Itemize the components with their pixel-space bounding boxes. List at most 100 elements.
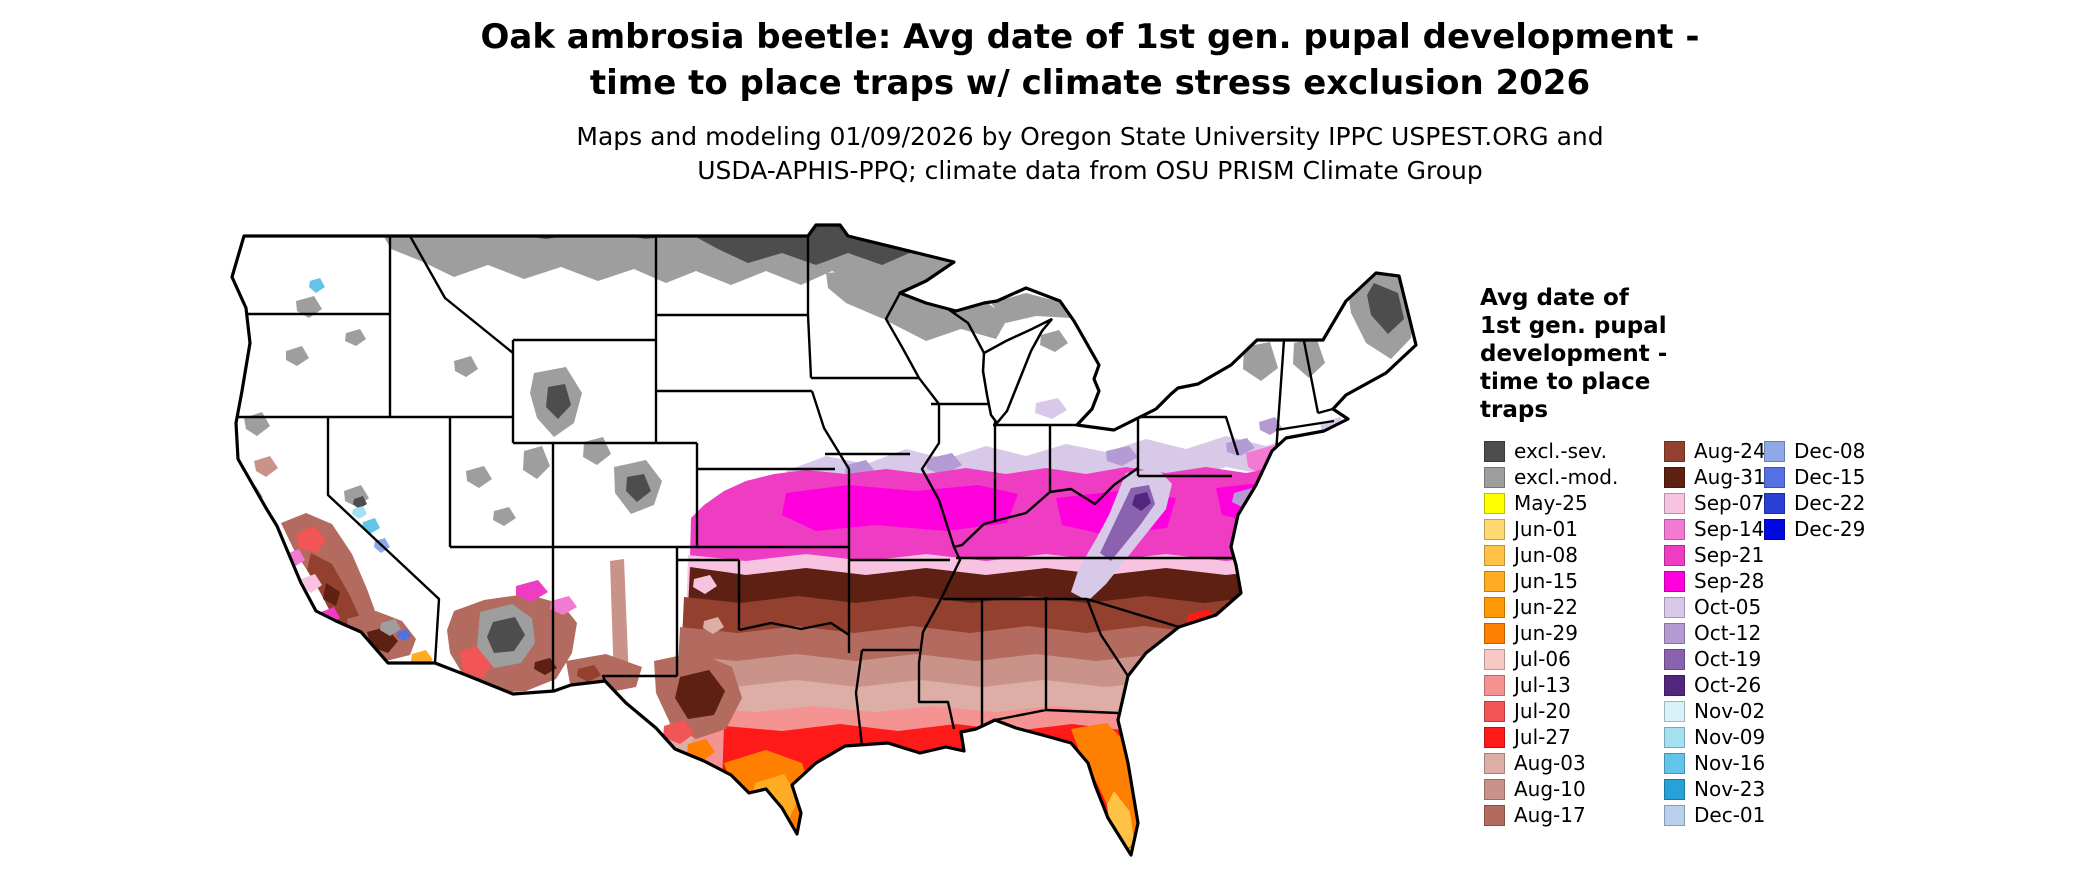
legend-title-line: Avg date of — [1480, 285, 1629, 311]
legend-entry-jul-06: Jul-06 — [1484, 646, 1664, 672]
region-nm-speck — [577, 665, 601, 682]
lake-michigan — [981, 317, 1053, 426]
region-oct-fringe — [786, 434, 1361, 485]
legend-label: Sep-07 — [1694, 491, 1765, 515]
legend-entry-dec-29: Dec-29 — [1764, 516, 1865, 542]
map-subtitle-line2: USDA-APHIS-PPQ; climate data from OSU PR… — [697, 156, 1483, 185]
legend-label: Jul-20 — [1514, 699, 1571, 723]
legend-entry-aug-03: Aug-03 — [1484, 750, 1664, 776]
region-az-darkspeck — [534, 658, 557, 675]
region-or-gray — [286, 346, 309, 366]
map-subtitle: Maps and modeling 01/09/2026 by Oregon S… — [260, 120, 1920, 188]
legend-swatch — [1764, 518, 1785, 540]
legend-swatch — [1484, 596, 1505, 618]
legend-label: Jun-01 — [1514, 517, 1578, 541]
legend-label: Jul-06 — [1514, 647, 1571, 671]
region-sep28-core1 — [782, 485, 1018, 531]
region-wy-dark — [546, 384, 571, 419]
legend-swatch — [1484, 778, 1505, 800]
region-up-gray — [991, 293, 1072, 323]
legend-entry-sep-28: Sep-28 — [1664, 568, 1764, 594]
legend-swatch — [1664, 622, 1685, 644]
legend-column-2: Aug-24 Aug-31 Sep-07 Sep-14 Sep-21 Sep-28 Oct-… — [1664, 438, 1766, 828]
region-adirondack-gray — [1243, 342, 1278, 381]
region-wtx-dark — [675, 670, 725, 719]
legend-title-line: time to place — [1480, 369, 1651, 395]
legend-swatch — [1484, 674, 1505, 696]
legend-column-3: Dec-08 Dec-15 Dec-22 Dec-29 — [1764, 438, 1865, 828]
region-co-dark — [626, 474, 651, 502]
legend-columns: excl.-sev. excl.-mod. May-25 Jun-01 Jun-08 Ju… — [1484, 438, 2080, 828]
legend-label: Oct-19 — [1694, 647, 1762, 671]
legend-swatch — [1484, 726, 1505, 748]
legend-label: Jun-15 — [1514, 569, 1578, 593]
legend-entry-jun-01: Jun-01 — [1484, 516, 1664, 542]
region-mi-gray — [1040, 330, 1068, 352]
region-mi-lavender — [1035, 398, 1067, 419]
legend-label: Dec-29 — [1794, 517, 1866, 541]
legend-label: Oct-26 — [1694, 673, 1762, 697]
legend-swatch — [1484, 492, 1505, 514]
legend-label: Nov-23 — [1694, 777, 1766, 801]
legend-entry-jun-22: Jun-22 — [1484, 594, 1664, 620]
map-subtitle-line1: Maps and modeling 01/09/2026 by Oregon S… — [576, 122, 1604, 151]
legend-label: Sep-14 — [1694, 517, 1765, 541]
legend-entry-sep-21: Sep-21 — [1664, 542, 1764, 568]
legend-title-line: 1st gen. pupal — [1480, 313, 1667, 339]
legend-swatch — [1664, 648, 1685, 670]
region-wa-cyan — [309, 278, 325, 293]
legend-swatch — [1764, 492, 1785, 514]
legend-entry-aug-24: Aug-24 — [1664, 438, 1766, 464]
region-or-gray2 — [345, 329, 366, 346]
region-fl-orange-light — [1107, 791, 1134, 854]
legend-swatch — [1664, 440, 1685, 462]
map-title: Oak ambrosia beetle: Avg date of 1st gen… — [260, 14, 1920, 106]
region-wa-gray — [296, 296, 322, 318]
map-title-line1: Oak ambrosia beetle: Avg date of 1st gen… — [480, 17, 1700, 57]
legend-swatch — [1484, 700, 1505, 722]
us-map — [226, 222, 1426, 884]
legend-swatch — [1484, 466, 1505, 488]
legend-label: Aug-17 — [1514, 803, 1586, 827]
legend-title: Avg date of 1st gen. pupal development - ti… — [1480, 284, 1700, 424]
legend-label: Aug-24 — [1694, 439, 1766, 463]
legend-swatch — [1664, 726, 1685, 748]
legend-label: Jun-08 — [1514, 543, 1578, 567]
legend-entry-aug-31: Aug-31 — [1664, 464, 1766, 490]
legend-label: Dec-08 — [1794, 439, 1866, 463]
legend-entry-jun-29: Jun-29 — [1484, 620, 1664, 646]
region-wtx-red — [663, 720, 694, 744]
legend-swatch — [1664, 544, 1685, 566]
legend-entry-dec-22: Dec-22 — [1764, 490, 1865, 516]
legend-title-line: traps — [1480, 397, 1549, 423]
region-oct-speck1 — [926, 453, 962, 475]
legend-label: Aug-10 — [1514, 777, 1586, 801]
legend-entry-aug-10: Aug-10 — [1484, 776, 1664, 802]
legend-swatch — [1484, 544, 1505, 566]
legend-entry-jul-27: Jul-27 — [1484, 724, 1664, 750]
legend-entry-jun-15: Jun-15 — [1484, 568, 1664, 594]
legend-entry-dec-15: Dec-15 — [1764, 464, 1865, 490]
region-appalachia-darkpurple — [1132, 492, 1151, 511]
legend-label: Aug-03 — [1514, 751, 1586, 775]
legend-entry-jun-08: Jun-08 — [1484, 542, 1664, 568]
legend-swatch — [1664, 700, 1685, 722]
region-panhandle-speck2 — [703, 617, 724, 634]
band-jul-27 — [718, 724, 1416, 855]
us-outline — [230, 223, 1418, 857]
legend-entry-dec-01: Dec-01 — [1664, 802, 1766, 828]
legend-entry-nov-16: Nov-16 — [1664, 750, 1765, 776]
region-nm-strip — [610, 559, 629, 683]
legend-entry-oct-26: Oct-26 — [1664, 672, 1764, 698]
legend-label: Jul-13 — [1514, 673, 1571, 697]
legend-label: Jun-22 — [1514, 595, 1578, 619]
region-az-magenta2 — [550, 596, 577, 615]
legend-label: Nov-09 — [1694, 725, 1766, 749]
legend-label: excl.-sev. — [1514, 439, 1607, 463]
region-ut-gray — [523, 446, 550, 479]
legend-entry-may-25: May-25 — [1484, 490, 1664, 516]
legend-label: Dec-01 — [1694, 803, 1766, 827]
region-ca-valley-darkest — [323, 583, 340, 606]
legend-entry-excl-sev-: excl.-sev. — [1484, 438, 1664, 464]
legend-entry-jul-13: Jul-13 — [1484, 672, 1664, 698]
